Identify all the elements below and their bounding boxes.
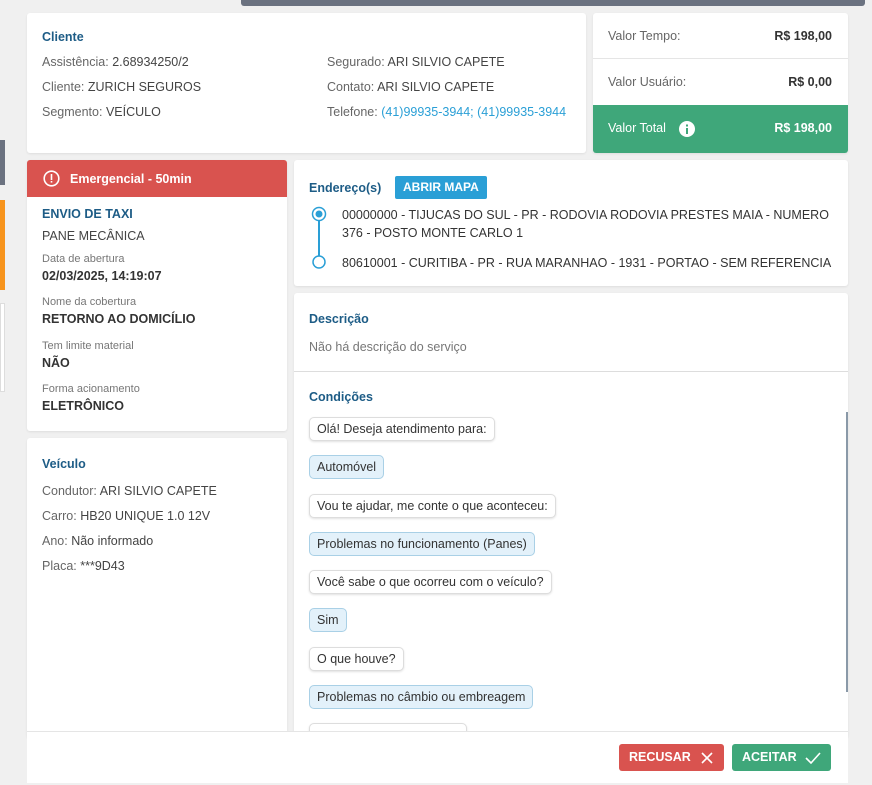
footer [27, 731, 848, 783]
label: Assistência: [42, 55, 109, 69]
field: Cliente: ZURICH SEGUROS [42, 80, 201, 94]
label: Nome da cobertura [42, 296, 137, 308]
bot-message: O que houve? [309, 647, 404, 671]
value: ARI SILVIO CAPETE [387, 55, 505, 69]
field: Telefone: (41)99935-3944; (41)99935-3944 [327, 105, 566, 119]
route-line [311, 206, 327, 269]
vehicle-card: Veículo Condutor: ARI SILVIO CAPETE Carr… [27, 438, 287, 738]
value: VEÍCULO [105, 105, 161, 119]
alert-icon [43, 170, 60, 187]
user-message: Automóvel [309, 455, 385, 479]
phone-link[interactable]: (41)99935-3944; (41)99935-3944 [381, 105, 567, 119]
values-card: Valor Tempo: R$ 198,00 Valor Usuário: R$… [593, 13, 848, 153]
label: Valor Usuário: [608, 75, 687, 89]
section-title: Endereço(s) [309, 181, 382, 195]
urgency-badge: Emergencial - 50min [27, 160, 287, 197]
section-title: Cliente [42, 30, 84, 44]
value: ZURICH SEGUROS [87, 80, 202, 94]
description-text: Não há descrição do serviço [309, 340, 467, 354]
label: Ano: [42, 534, 68, 548]
label: Valor Total [608, 121, 666, 135]
field: Segmento: VEÍCULO [42, 105, 161, 119]
service-title: ENVIO DE TAXI [42, 207, 133, 221]
field: Assistência: 2.68934250/2 [42, 55, 189, 69]
button-label: RECUSAR [629, 750, 691, 764]
label: Condutor: [42, 484, 97, 498]
label: Segmento: [42, 105, 103, 119]
top-bar [241, 0, 865, 6]
value: 02/03/2025, 14:19:07 [42, 269, 162, 283]
label: Contato: [327, 80, 375, 94]
value: R$ 198,00 [774, 121, 832, 135]
check-icon [805, 752, 821, 764]
label: Segurado: [327, 55, 385, 69]
field: Segurado: ARI SILVIO CAPETE [327, 55, 505, 69]
client-card: Cliente Assistência: 2.68934250/2 Client… [27, 13, 586, 153]
info-icon[interactable] [678, 120, 696, 138]
divider [593, 58, 848, 59]
bot-message: Olá! Deseja atendimento para: [309, 417, 495, 441]
side-tab[interactable] [0, 140, 5, 185]
value: 2.68934250/2 [112, 55, 189, 69]
label: Data de abertura [42, 253, 125, 265]
section-title: Condições [309, 390, 373, 404]
label: Valor Tempo: [608, 29, 681, 43]
section-title: Veículo [42, 457, 86, 471]
field: Ano: Não informado [42, 534, 153, 548]
close-icon [701, 752, 713, 764]
service-subtitle: PANE MECÂNICA [42, 229, 145, 243]
service-card: Emergencial - 50min ENVIO DE TAXI PANE M… [27, 160, 287, 431]
label: Placa: [42, 559, 77, 573]
accept-button[interactable]: ACEITAR [732, 744, 831, 771]
section-title: Descrição [309, 312, 369, 326]
bot-message: Você sabe o que ocorreu com o veículo? [309, 570, 552, 594]
button-label: ACEITAR [742, 750, 797, 764]
user-message: Problemas no câmbio ou embreagem [309, 685, 534, 709]
value: NÃO [42, 356, 70, 370]
user-message: Sim [309, 608, 347, 632]
side-tab[interactable] [0, 303, 5, 392]
field: Carro: HB20 UNIQUE 1.0 12V [42, 509, 210, 523]
address: 80610001 - CURITIBA - PR - RUA MARANHAO … [342, 256, 832, 270]
label: Cliente: [42, 80, 85, 94]
label: Tem limite material [42, 340, 134, 352]
bot-message: Vou te ajudar, me conte o que aconteceu: [309, 494, 556, 518]
map-button[interactable]: ABRIR MAPA [395, 176, 487, 199]
value: Não informado [71, 534, 154, 548]
value: ARI SILVIO CAPETE [99, 484, 217, 498]
side-tab[interactable] [0, 200, 5, 290]
address-card: Endereço(s) ABRIR MAPA 00000000 - TIJUCA… [294, 160, 848, 286]
total-row: Valor Total R$ 198,00 [593, 105, 848, 153]
address: 00000000 - TIJUCAS DO SUL - PR - RODOVIA… [342, 208, 829, 240]
label: Carro: [42, 509, 77, 523]
badge-text: Emergencial - 50min [70, 172, 192, 186]
value: RETORNO AO DOMICÍLIO [42, 312, 196, 326]
value: HB20 UNIQUE 1.0 12V [80, 509, 211, 523]
value: ***9D43 [80, 559, 125, 573]
value: ELETRÔNICO [42, 399, 124, 413]
label: Forma acionamento [42, 383, 140, 395]
value: ARI SILVIO CAPETE [377, 80, 495, 94]
divider [294, 371, 848, 372]
label: Telefone: [327, 105, 378, 119]
field: Contato: ARI SILVIO CAPETE [327, 80, 494, 94]
user-message: Problemas no funcionamento (Panes) [309, 532, 535, 556]
details-card: Descrição Não há descrição do serviço Co… [294, 293, 848, 738]
scrollbar[interactable] [846, 412, 848, 692]
field: Condutor: ARI SILVIO CAPETE [42, 484, 217, 498]
value: R$ 198,00 [774, 29, 832, 43]
field: Placa: ***9D43 [42, 559, 125, 573]
value: R$ 0,00 [788, 75, 832, 89]
reject-button[interactable]: RECUSAR [619, 744, 724, 771]
